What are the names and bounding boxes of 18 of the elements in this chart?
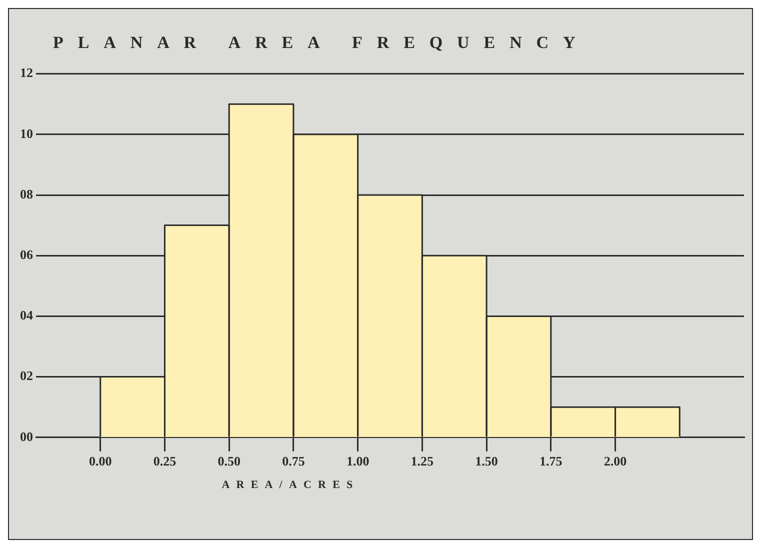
x-tick-label: 1.00 bbox=[346, 454, 370, 469]
y-tick-label: 00 bbox=[20, 428, 33, 444]
y-tick-label: 06 bbox=[20, 246, 34, 262]
y-tick-label: 04 bbox=[20, 308, 34, 323]
x-tick-label: 0.75 bbox=[282, 454, 306, 469]
x-axis-title: AREA/ACRES bbox=[220, 478, 360, 491]
x-tick-label: 2.00 bbox=[604, 454, 627, 469]
x-tick-label: 1.25 bbox=[410, 454, 434, 469]
x-tick-label: 1.50 bbox=[475, 454, 498, 469]
y-tick-label: 02 bbox=[20, 368, 33, 384]
y-tick-label: 12 bbox=[20, 65, 33, 80]
x-tick-label: 0.25 bbox=[153, 454, 177, 469]
chart-title: PLANAR AREA FREQUENCY bbox=[52, 32, 591, 54]
y-tick-label: 10 bbox=[20, 126, 33, 141]
x-tick-label: 1.75 bbox=[540, 454, 563, 469]
y-tick-label: 08 bbox=[20, 186, 34, 202]
x-tick-label: 0.50 bbox=[218, 454, 240, 469]
x-tick-label: 0.00 bbox=[88, 454, 112, 469]
